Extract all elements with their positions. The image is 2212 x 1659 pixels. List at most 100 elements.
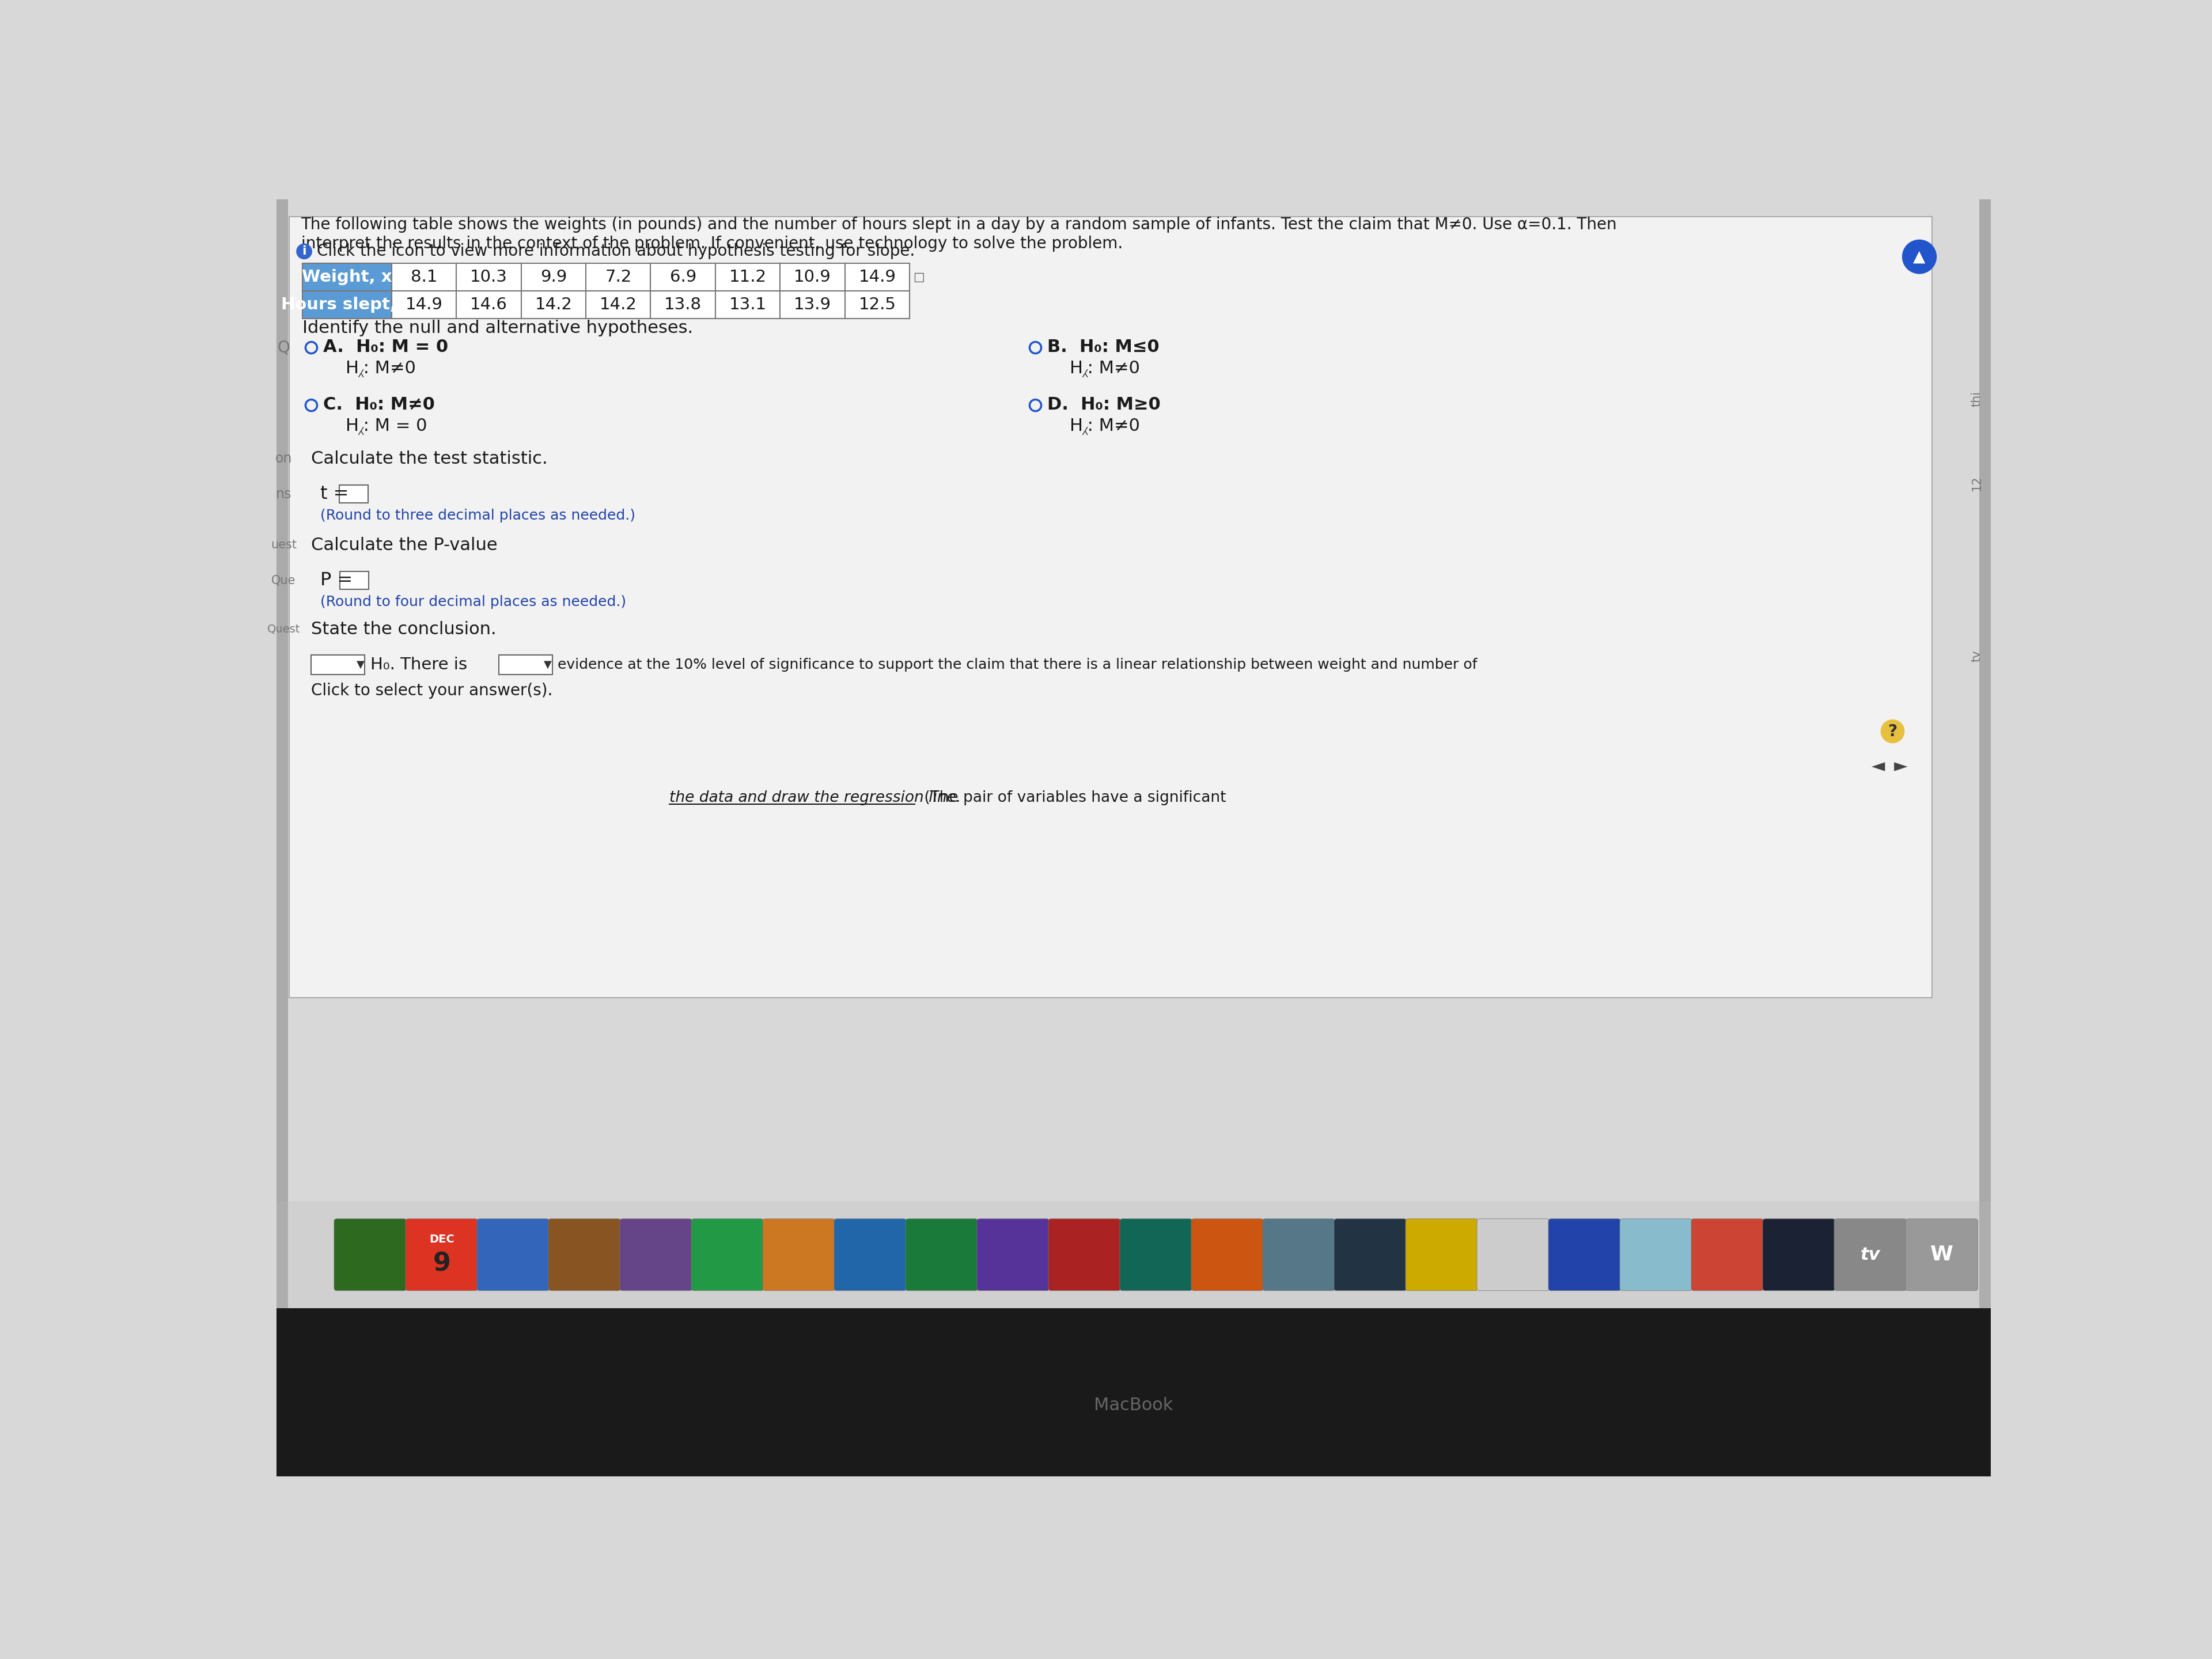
FancyBboxPatch shape [276,1307,1991,1477]
Text: on: on [274,451,292,466]
Text: 7.2: 7.2 [604,269,633,285]
FancyBboxPatch shape [714,264,781,290]
FancyBboxPatch shape [312,655,365,675]
Text: D.  H₀: M≥0: D. H₀: M≥0 [1046,397,1161,413]
FancyBboxPatch shape [549,1219,622,1291]
FancyBboxPatch shape [456,264,522,290]
Text: ▼: ▼ [356,660,365,670]
Text: 12: 12 [1971,476,1982,491]
Text: ▼: ▼ [544,660,553,670]
FancyBboxPatch shape [1763,1219,1836,1291]
FancyBboxPatch shape [763,1219,834,1291]
Text: tv: tv [1860,1246,1880,1262]
Text: 6.9: 6.9 [670,269,697,285]
Text: ns: ns [276,488,292,501]
FancyBboxPatch shape [1905,1219,1978,1291]
FancyBboxPatch shape [1834,1219,1907,1291]
FancyBboxPatch shape [338,484,367,503]
Text: W: W [1931,1244,1953,1264]
Text: 11.2: 11.2 [730,269,765,285]
FancyBboxPatch shape [586,290,650,319]
Text: 14.9: 14.9 [858,269,896,285]
FancyBboxPatch shape [1980,199,1991,1477]
Text: H⁁: M≠0: H⁁: M≠0 [1046,418,1139,435]
Text: Click the icon to view more information about hypothesis testing for slope.: Click the icon to view more information … [316,244,916,259]
FancyBboxPatch shape [1192,1219,1263,1291]
Text: (Round to four decimal places as needed.): (Round to four decimal places as needed.… [321,596,626,609]
FancyBboxPatch shape [1478,1219,1548,1291]
FancyBboxPatch shape [690,1219,763,1291]
FancyBboxPatch shape [276,199,288,1477]
FancyBboxPatch shape [303,290,392,319]
FancyBboxPatch shape [905,1219,978,1291]
Text: H⁁: M≠0: H⁁: M≠0 [323,360,416,377]
FancyBboxPatch shape [341,572,369,589]
Text: ?: ? [1887,723,1898,740]
Text: tv: tv [1971,650,1982,662]
Text: 10.9: 10.9 [794,269,832,285]
FancyBboxPatch shape [1692,1219,1763,1291]
FancyBboxPatch shape [586,264,650,290]
Bar [276,1201,1991,1307]
FancyBboxPatch shape [978,1219,1048,1291]
FancyBboxPatch shape [781,264,845,290]
Text: (Round to three decimal places as needed.): (Round to three decimal places as needed… [321,508,635,523]
Text: i: i [303,246,307,257]
Text: MacBook: MacBook [1095,1397,1172,1413]
Text: C.  H₀: M≠0: C. H₀: M≠0 [323,397,436,413]
FancyBboxPatch shape [619,1219,692,1291]
Circle shape [296,244,312,259]
FancyBboxPatch shape [834,1219,907,1291]
Text: Q: Q [276,340,290,355]
Text: P =: P = [321,572,352,589]
Text: 14.9: 14.9 [405,297,442,312]
FancyBboxPatch shape [1048,1219,1121,1291]
FancyBboxPatch shape [1405,1219,1478,1291]
Text: Hours slept, y: Hours slept, y [281,297,414,312]
Text: H₀. There is: H₀. There is [369,657,467,674]
Text: The following table shows the weights (in pounds) and the number of hours slept : The following table shows the weights (i… [301,217,1617,232]
Text: evidence at the 10% level of significance to support the claim that there is a l: evidence at the 10% level of significanc… [557,659,1478,672]
FancyBboxPatch shape [845,264,909,290]
FancyBboxPatch shape [522,290,586,319]
Text: Click to select your answer(s).: Click to select your answer(s). [312,682,553,698]
Text: 14.2: 14.2 [599,297,637,312]
Text: 8.1: 8.1 [411,269,438,285]
Text: 13.1: 13.1 [730,297,768,312]
Text: Calculate the test statistic.: Calculate the test statistic. [312,450,549,466]
Circle shape [1880,720,1905,743]
FancyBboxPatch shape [781,290,845,319]
Text: t =: t = [321,484,349,503]
FancyBboxPatch shape [290,217,1931,997]
Text: Que: Que [272,574,296,586]
Text: H⁁: M = 0: H⁁: M = 0 [323,418,427,435]
Text: (The pair of variables have a significant: (The pair of variables have a significan… [920,790,1225,805]
FancyBboxPatch shape [522,264,586,290]
Text: □: □ [914,272,925,284]
FancyBboxPatch shape [650,290,714,319]
Text: 13.9: 13.9 [794,297,832,312]
Text: interpret the results in the context of the problem. If convenient, use technolo: interpret the results in the context of … [301,236,1124,252]
Text: thi: thi [1971,392,1982,406]
Text: 14.2: 14.2 [535,297,573,312]
Text: DEC: DEC [429,1234,453,1244]
Text: Quest: Quest [268,624,301,635]
FancyBboxPatch shape [500,655,553,675]
Text: 14.6: 14.6 [471,297,507,312]
FancyBboxPatch shape [845,290,909,319]
FancyBboxPatch shape [334,1219,407,1291]
FancyBboxPatch shape [478,1219,549,1291]
FancyBboxPatch shape [1619,1219,1692,1291]
FancyBboxPatch shape [405,1219,478,1291]
Circle shape [1902,241,1936,274]
Text: State the conclusion.: State the conclusion. [312,620,495,637]
Text: 10.3: 10.3 [471,269,507,285]
Text: Calculate the P-value: Calculate the P-value [312,538,498,554]
FancyBboxPatch shape [456,290,522,319]
FancyBboxPatch shape [1119,1219,1192,1291]
Text: 12.5: 12.5 [858,297,896,312]
Text: Weight, x: Weight, x [303,269,392,285]
FancyBboxPatch shape [650,264,714,290]
FancyBboxPatch shape [392,290,456,319]
Text: the data and draw the regression line.: the data and draw the regression line. [670,790,960,805]
